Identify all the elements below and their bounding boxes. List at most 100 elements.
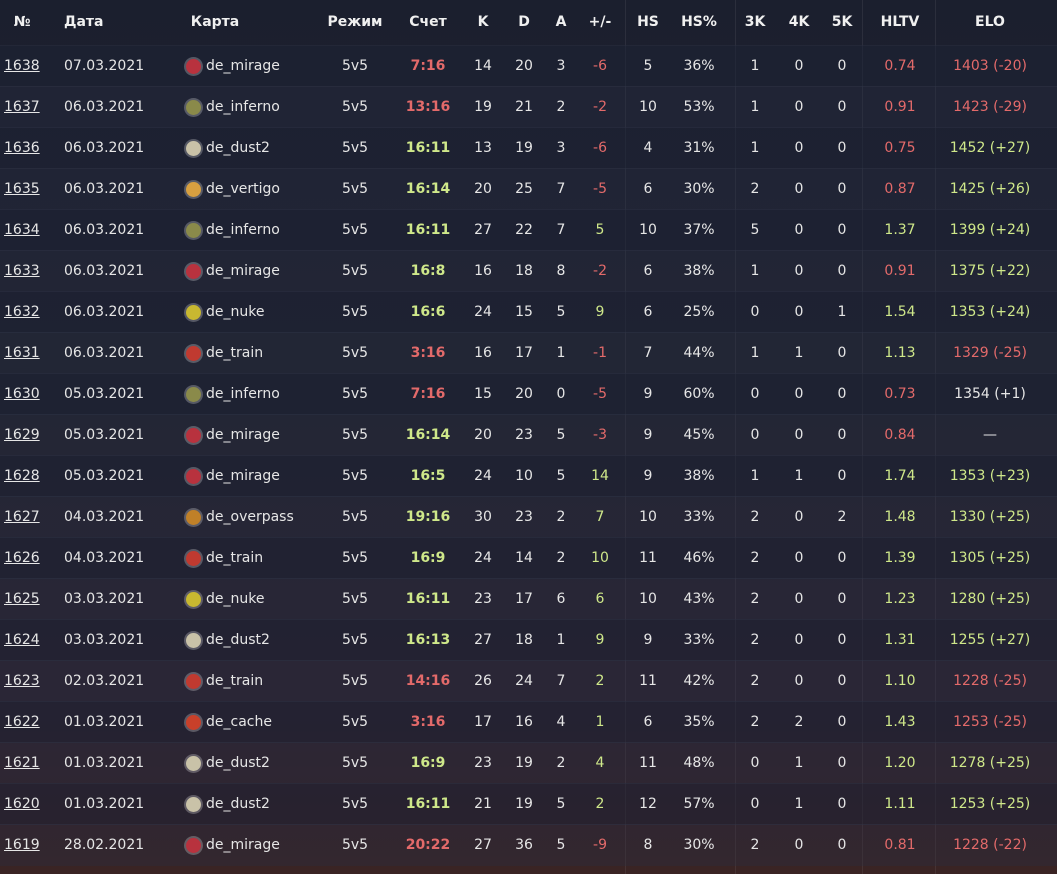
match-id-cell: 1636 (4, 128, 40, 169)
hs-percent: 53% (683, 99, 715, 115)
column-header: Дата (64, 14, 104, 30)
mode: 5v5 (341, 386, 369, 402)
map: de_nuke (206, 591, 265, 607)
match-link[interactable]: 1622 (4, 714, 40, 730)
match-link[interactable]: 1637 (4, 99, 40, 115)
table-row: 1622 01.03.2021 de_cache 5v5 3:16 17 16 4 1 6 35% 2… (0, 701, 1057, 743)
plus-minus: 4 (595, 755, 605, 771)
match-link[interactable]: 1636 (4, 140, 40, 156)
match-link[interactable]: 1624 (4, 632, 40, 648)
match-link[interactable]: 1627 (4, 509, 40, 525)
plus-minus: -2 (593, 99, 607, 115)
match-link[interactable]: 1619 (4, 837, 40, 853)
elo: 1425 (+26) (949, 181, 1031, 197)
score: 3:16 (410, 714, 446, 730)
table-row: 1633 06.03.2021 de_mirage 5v5 16:8 16 18 8 -2 6 38… (0, 250, 1057, 292)
score: 14:16 (405, 673, 451, 689)
5k: 0 (837, 222, 847, 238)
plus-minus: 9 (595, 632, 605, 648)
match-link[interactable]: 1638 (4, 58, 40, 74)
match-link[interactable]: 1620 (4, 796, 40, 812)
4k: 0 (794, 837, 804, 853)
column-header: HS% (681, 14, 717, 30)
4k: 0 (794, 591, 804, 607)
date: 28.02.2021 (64, 837, 145, 853)
date: 01.03.2021 (64, 796, 145, 812)
elo: 1354 (+1) (954, 386, 1026, 402)
assists: 2 (556, 550, 566, 566)
kills: 24 (474, 468, 492, 484)
hs-percent: 31% (683, 140, 715, 156)
kills: 19 (474, 99, 492, 115)
table-row: 1626 04.03.2021 de_train 5v5 16:9 24 14 2 10 11 46… (0, 537, 1057, 579)
match-link[interactable]: 1633 (4, 263, 40, 279)
hs: 9 (643, 386, 653, 402)
date: 06.03.2021 (64, 181, 145, 197)
5k: 0 (837, 181, 847, 197)
table-row: 1627 04.03.2021 de_overpass 5v5 19:16 30 23 2 7 1… (0, 496, 1057, 538)
date: 04.03.2021 (64, 509, 145, 525)
date: 06.03.2021 (64, 140, 145, 156)
match-link[interactable]: 1634 (4, 222, 40, 238)
match-link[interactable]: 1635 (4, 181, 40, 197)
hltv: 0.81 (884, 837, 916, 853)
hs: 9 (643, 632, 653, 648)
score: 16:11 (405, 140, 451, 156)
mode: 5v5 (341, 222, 369, 238)
match-link[interactable]: 1628 (4, 468, 40, 484)
plus-minus: 2 (595, 796, 605, 812)
kills: 24 (474, 304, 492, 320)
map: de_mirage (206, 837, 280, 853)
plus-minus: -5 (593, 181, 607, 197)
hltv: 1.31 (884, 632, 916, 648)
plus-minus: 14 (591, 468, 609, 484)
kills: 24 (474, 550, 492, 566)
match-link[interactable]: 1625 (4, 591, 40, 607)
map-icon (186, 59, 201, 74)
hs-percent: 44% (683, 345, 715, 361)
score: 7:16 (410, 386, 446, 402)
match-link[interactable]: 1629 (4, 427, 40, 443)
plus-minus: -6 (593, 140, 607, 156)
plus-minus: 2 (595, 673, 605, 689)
match-link[interactable]: 1626 (4, 550, 40, 566)
date: 06.03.2021 (64, 304, 145, 320)
hs-percent: 57% (683, 796, 715, 812)
map-icon (186, 305, 201, 320)
assists: 5 (556, 837, 566, 853)
5k: 0 (837, 550, 847, 566)
map-icon (186, 551, 201, 566)
map: de_overpass (206, 509, 294, 525)
map: de_dust2 (206, 796, 270, 812)
hs: 10 (639, 99, 657, 115)
match-link[interactable]: 1631 (4, 345, 40, 361)
match-link[interactable]: 1621 (4, 755, 40, 771)
score: 16:11 (405, 222, 451, 238)
table-row: 1619 28.02.2021 de_mirage 5v5 20:22 27 36 5 -9 8 3… (0, 824, 1057, 866)
elo: — (983, 427, 997, 443)
plus-minus: -5 (593, 386, 607, 402)
hltv: 0.73 (884, 386, 916, 402)
plus-minus: -3 (593, 427, 607, 443)
match-link[interactable]: 1632 (4, 304, 40, 320)
hs-percent: 30% (683, 181, 715, 197)
3k: 1 (750, 58, 760, 74)
mode: 5v5 (341, 140, 369, 156)
elo: 1255 (+27) (949, 632, 1031, 648)
kills: 16 (474, 345, 492, 361)
header-row: № Дата Карта Режим Счет K D A +/- HS HS% 3K 4K 5K HLTV… (0, 0, 1057, 45)
assists: 2 (556, 509, 566, 525)
map-icon (186, 182, 201, 197)
column-header: 4K (788, 14, 810, 30)
hs-percent: 25% (683, 304, 715, 320)
match-link[interactable]: 1623 (4, 673, 40, 689)
column-header: 3K (744, 14, 766, 30)
hs-percent: 48% (683, 755, 715, 771)
mode: 5v5 (341, 58, 369, 74)
match-link[interactable]: 1630 (4, 386, 40, 402)
map-icon (186, 346, 201, 361)
elo: 1278 (+25) (949, 755, 1031, 771)
3k: 2 (750, 509, 760, 525)
map-icon (186, 633, 201, 648)
